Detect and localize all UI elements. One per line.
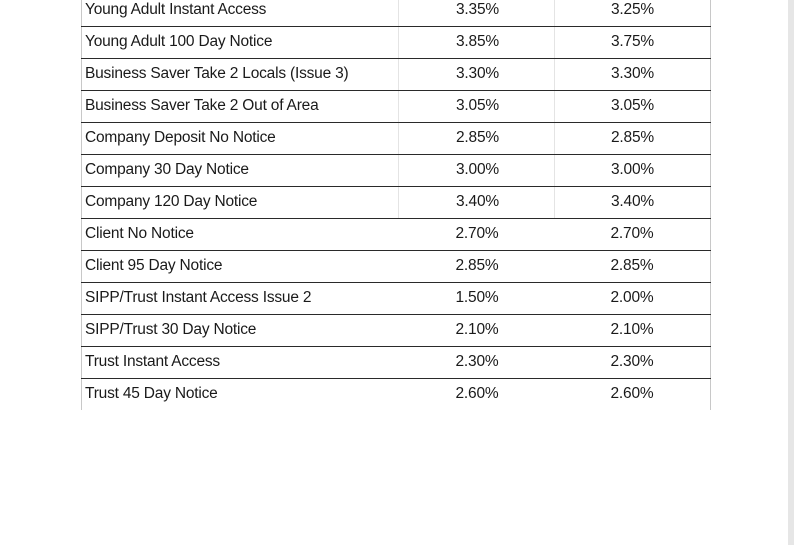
rate-cell: 3.35% <box>398 0 555 27</box>
table-row: SIPP/Trust Instant Access Issue 2 1.50% … <box>81 282 711 315</box>
rate-cell: 2.85% <box>398 250 555 283</box>
rate-cell: 2.60% <box>455 385 499 403</box>
rate-cell: 2.10% <box>554 314 711 347</box>
rate-cell: 3.75% <box>554 26 711 59</box>
table-row: Trust 45 Day Notice 2.60% 2.60% <box>81 378 711 410</box>
rate-cell: 2.60% <box>554 378 711 410</box>
scrollbar-track[interactable] <box>788 0 794 545</box>
table-row: Company 30 Day Notice 3.00% 3.00% <box>81 154 711 187</box>
account-name-cell: Company 30 Day Notice <box>81 154 399 187</box>
table-row: Business Saver Take 2 Locals (Issue 3) 3… <box>81 58 711 91</box>
rate-cell: 3.30% <box>554 58 711 91</box>
rate-cell: 3.40% <box>398 186 555 219</box>
savings-rates-table: Young Adult Instant Access 3.35% 3.25% Y… <box>81 0 711 410</box>
account-name-cell: Business Saver Take 2 Locals (Issue 3) <box>81 58 399 91</box>
table-row: Business Saver Take 2 Out of Area 3.05% … <box>81 90 711 123</box>
account-name-cell: Young Adult 100 Day Notice <box>81 26 399 59</box>
table-row: Client No Notice 2.70% 2.70% <box>81 218 711 251</box>
table-row: Company 120 Day Notice 3.40% 3.40% <box>81 186 711 219</box>
rate-cell: 2.30% <box>398 346 555 379</box>
account-name-cell: Young Adult Instant Access <box>81 0 399 27</box>
table-row: Trust Instant Access 2.30% 2.30% <box>81 346 711 379</box>
rate-cell: 2.70% <box>398 218 555 251</box>
rate-cell: 2.85% <box>398 122 555 155</box>
table-row: Young Adult 100 Day Notice 3.85% 3.75% <box>81 26 711 59</box>
rate-cell: 3.30% <box>398 58 555 91</box>
account-name-cell: Company Deposit No Notice <box>81 122 399 155</box>
table-row: Client 95 Day Notice 2.85% 2.85% <box>81 250 711 283</box>
account-name-cell: Company 120 Day Notice <box>81 186 399 219</box>
account-name-cell: Trust Instant Access <box>81 346 399 379</box>
rate-cell: 2.85% <box>554 122 711 155</box>
rate-cell: 3.00% <box>554 154 711 187</box>
rate-cell: 2.30% <box>554 346 711 379</box>
rate-cell: 2.70% <box>554 218 711 251</box>
rate-cell: 1.50% <box>398 282 555 315</box>
account-name-cell: Business Saver Take 2 Out of Area <box>81 90 399 123</box>
rate-cell: 2.00% <box>554 282 711 315</box>
rate-cell: 3.40% <box>554 186 711 219</box>
rate-cell: 3.05% <box>398 90 555 123</box>
rate-cell: 3.25% <box>554 0 711 27</box>
rate-cell: 3.00% <box>398 154 555 187</box>
account-name-cell: Client No Notice <box>81 218 399 251</box>
rate-cell: 3.05% <box>554 90 711 123</box>
table-row: SIPP/Trust 30 Day Notice 2.10% 2.10% <box>81 314 711 347</box>
rate-cell: 2.85% <box>554 250 711 283</box>
account-name-cell: Client 95 Day Notice <box>81 250 399 283</box>
rate-cell: 3.85% <box>398 26 555 59</box>
table-row: Young Adult Instant Access 3.35% 3.25% <box>81 0 711 27</box>
account-name-cell: SIPP/Trust 30 Day Notice <box>81 314 399 347</box>
account-name-cell: Trust 45 Day Notice <box>81 378 399 410</box>
rate-cell: 2.10% <box>398 314 555 347</box>
table-row: Company Deposit No Notice 2.85% 2.85% <box>81 122 711 155</box>
account-name-cell: SIPP/Trust Instant Access Issue 2 <box>81 282 399 315</box>
